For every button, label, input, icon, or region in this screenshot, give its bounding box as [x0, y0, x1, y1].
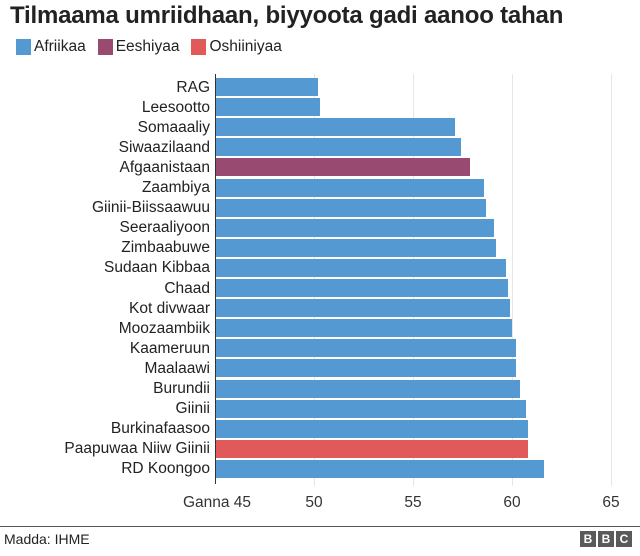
bbc-logo: B B C [580, 531, 634, 547]
category-label: Giinii [175, 400, 210, 418]
bar [216, 238, 497, 257]
legend-swatch-asia [97, 39, 113, 55]
legend-label-africa: Afriikaa [34, 38, 86, 55]
category-label: Burkinafaasoo [110, 420, 210, 438]
bar [216, 279, 509, 297]
footer-divider [0, 526, 640, 527]
bar [216, 218, 495, 237]
category-label: Chaad [164, 279, 210, 297]
x-tick-label: 65 [602, 494, 620, 511]
bar [216, 78, 318, 96]
y-axis-line [215, 74, 216, 484]
category-label: Afgaanistaan [119, 158, 211, 176]
bar [216, 138, 461, 157]
bbc-logo-letter: B [580, 531, 596, 547]
legend-swatch-africa [16, 39, 31, 55]
x-tick-label: 50 [305, 494, 323, 511]
category-label: Maalaawi [144, 359, 210, 377]
legend-label-oceania: Oshiiniyaa [209, 38, 282, 55]
legend-swatch-oceania [191, 39, 207, 55]
category-label: Kaameruun [129, 339, 210, 357]
category-label: Zaambiya [141, 179, 210, 196]
bar [216, 359, 516, 378]
category-label: Burundii [153, 380, 210, 397]
bar [216, 419, 528, 438]
bar [216, 439, 528, 458]
bar [216, 258, 507, 277]
bar [216, 118, 455, 137]
legend-item-oceania: Oshiiniyaa [191, 38, 282, 56]
category-label: Giinii-Biissaawuu [91, 199, 210, 217]
category-label: Siwaazilaand [118, 138, 210, 156]
category-label: Somaaaliy [137, 118, 210, 136]
gridline [611, 74, 612, 486]
bar [216, 459, 544, 478]
gridline [512, 74, 513, 486]
category-label: Leesootto [141, 98, 210, 116]
category-label: Seeraaliyoon [119, 219, 210, 237]
legend-label-asia: Eeshiyaa [115, 38, 180, 55]
category-label: Kot divwaar [129, 299, 210, 317]
bar [216, 399, 526, 418]
bar [216, 339, 516, 358]
bar [216, 379, 520, 398]
category-label: Zimbaabuwe [121, 239, 210, 257]
bar [216, 299, 511, 318]
category-label: RAG [176, 78, 210, 96]
bbc-logo-letter: C [616, 531, 632, 547]
legend: Afriikaa Eeshiyaa Oshiiniyaa [16, 38, 294, 56]
legend-item-africa: Afriikaa [16, 38, 86, 56]
bar [216, 198, 487, 217]
bar [216, 178, 485, 197]
bar [216, 319, 512, 338]
bbc-logo-letter: B [598, 531, 614, 547]
category-label: Sudaan Kibbaa [103, 259, 210, 277]
bar-chart-plot: Ganna 45 50 55 60 65 RAG Leesootto Somaaaliy Siw… [64, 74, 620, 511]
x-tick-label: 55 [404, 494, 422, 511]
category-label: RD Koongoo [121, 460, 210, 478]
category-label: Paapuwaa Niiw Giinii [64, 440, 210, 458]
category-label: Moozaambiik [118, 319, 210, 337]
x-tick-label: Ganna 45 [182, 494, 252, 511]
bar [216, 98, 320, 117]
source-note: Madda: IHME [4, 531, 90, 547]
chart-title: Tilmaama umriidhaan, biyyoota gadi aanoo… [10, 2, 564, 29]
bar [216, 158, 471, 177]
legend-item-asia: Eeshiyaa [97, 38, 180, 56]
x-tick-label: 60 [503, 494, 521, 511]
